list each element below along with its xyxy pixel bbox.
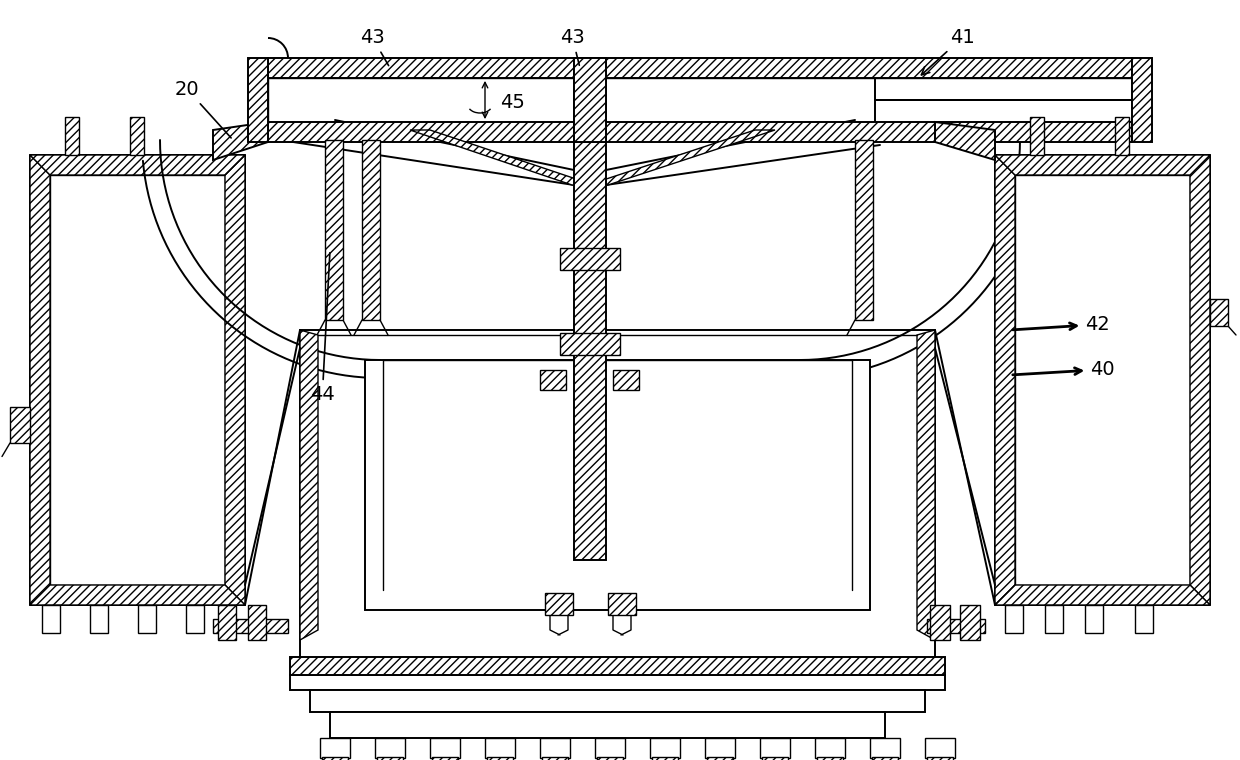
Bar [310, 690, 925, 712]
Bar [930, 605, 950, 640]
Bar [42, 605, 60, 633]
Bar [91, 605, 108, 633]
Bar [268, 78, 1132, 122]
Bar [1115, 117, 1128, 155]
Bar [322, 757, 348, 760]
Bar [817, 757, 843, 760]
Polygon shape [918, 330, 935, 640]
Bar [870, 738, 900, 758]
Polygon shape [30, 155, 50, 605]
Bar [539, 738, 570, 758]
Polygon shape [588, 130, 775, 185]
Bar [546, 593, 573, 615]
Bar [290, 675, 945, 690]
Bar [290, 657, 945, 675]
Bar [248, 605, 267, 640]
Bar [186, 605, 205, 633]
Polygon shape [574, 58, 606, 142]
Polygon shape [856, 140, 873, 320]
Polygon shape [994, 155, 1210, 175]
Bar [138, 605, 156, 633]
Bar [815, 738, 844, 758]
Bar [613, 370, 639, 390]
Polygon shape [362, 140, 379, 320]
Bar [430, 738, 460, 758]
Bar [595, 738, 625, 758]
Bar [1045, 605, 1063, 633]
Bar [960, 605, 980, 640]
Polygon shape [1132, 58, 1152, 142]
Bar [485, 738, 515, 758]
Polygon shape [248, 58, 268, 142]
Bar [872, 757, 898, 760]
Bar [608, 593, 636, 615]
Text: 42: 42 [1013, 315, 1110, 334]
Bar [432, 757, 458, 760]
Bar [760, 738, 790, 758]
Bar [50, 175, 224, 585]
Bar [130, 117, 144, 155]
Bar [925, 738, 955, 758]
Polygon shape [30, 585, 246, 605]
Polygon shape [300, 330, 317, 640]
Polygon shape [994, 155, 1016, 605]
Text: 45: 45 [500, 93, 525, 112]
Bar [707, 757, 733, 760]
Bar [928, 619, 985, 633]
Text: 20: 20 [175, 80, 231, 138]
Text: 43: 43 [560, 28, 585, 65]
Bar [64, 117, 79, 155]
Bar [560, 333, 620, 355]
Bar [542, 757, 568, 760]
Polygon shape [268, 122, 1132, 142]
Bar [1135, 605, 1153, 633]
Bar [377, 757, 403, 760]
Polygon shape [935, 122, 994, 160]
Bar [374, 738, 405, 758]
Text: 43: 43 [360, 28, 388, 65]
Bar [330, 712, 885, 738]
Bar [1030, 117, 1044, 155]
Polygon shape [1190, 155, 1210, 605]
Text: 41: 41 [921, 28, 975, 75]
Polygon shape [268, 58, 1132, 78]
Text: 44: 44 [310, 253, 335, 404]
Bar [539, 370, 565, 390]
Polygon shape [365, 360, 870, 610]
Polygon shape [574, 100, 606, 560]
Bar [218, 605, 236, 640]
Bar [487, 757, 513, 760]
Bar [1004, 605, 1023, 633]
Polygon shape [1210, 299, 1228, 326]
Polygon shape [30, 155, 246, 175]
Bar [1085, 605, 1104, 633]
Bar [574, 58, 606, 142]
Bar [763, 757, 787, 760]
Polygon shape [213, 122, 268, 160]
Text: 40: 40 [1013, 360, 1115, 379]
Bar [706, 738, 735, 758]
Polygon shape [325, 140, 343, 320]
Polygon shape [994, 585, 1210, 605]
Polygon shape [224, 155, 246, 605]
Bar [320, 738, 350, 758]
Bar [928, 757, 954, 760]
Bar [560, 248, 620, 270]
Bar [650, 738, 680, 758]
Bar [596, 757, 622, 760]
Polygon shape [10, 407, 30, 443]
Polygon shape [410, 130, 594, 185]
Bar [213, 619, 288, 633]
Bar [652, 757, 678, 760]
Bar [1016, 175, 1190, 585]
